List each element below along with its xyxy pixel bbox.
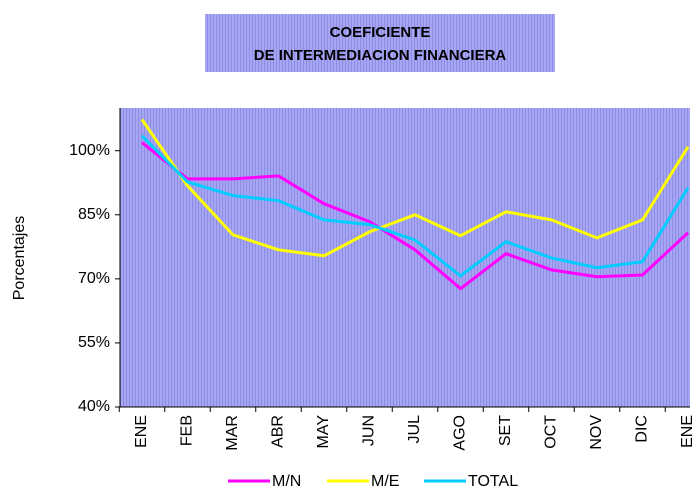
- y-axis-label: Porcentajes: [11, 216, 28, 301]
- chart-title: COEFICIENTE: [330, 24, 431, 41]
- x-tick-label: DIC: [634, 415, 651, 443]
- x-tick-label: JUN: [361, 415, 378, 446]
- y-tick-label: 40%: [78, 398, 110, 415]
- x-tick-label: AGO: [452, 415, 469, 451]
- series-line: [140, 134, 690, 278]
- plot-area: [120, 108, 690, 407]
- x-tick-label: ABR: [270, 415, 287, 448]
- x-tick-label: MAY: [315, 415, 332, 449]
- chart-title: DE INTERMEDIACION FINANCIERA: [254, 47, 507, 64]
- legend-label: M/N: [272, 473, 301, 490]
- x-tick-label: ENE: [679, 415, 696, 448]
- legend-label: M/E: [371, 473, 399, 490]
- title-box: [205, 14, 555, 72]
- x-tick-label: SET: [497, 415, 514, 446]
- x-tick-label: OCT: [543, 415, 560, 449]
- x-tick-label: FEB: [179, 415, 196, 446]
- y-tick-label: 85%: [78, 206, 110, 223]
- x-tick-label: JUL: [406, 415, 423, 444]
- legend-label: TOTAL: [468, 473, 518, 490]
- x-tick-label: NOV: [588, 415, 605, 450]
- x-tick-label: MAR: [224, 415, 241, 451]
- x-tick-label: ENE: [133, 415, 150, 448]
- series-line: [141, 141, 690, 291]
- y-tick-label: 55%: [78, 334, 110, 351]
- y-tick-label: 70%: [78, 270, 110, 287]
- y-tick-label: 100%: [69, 142, 110, 159]
- series-line: [140, 118, 690, 258]
